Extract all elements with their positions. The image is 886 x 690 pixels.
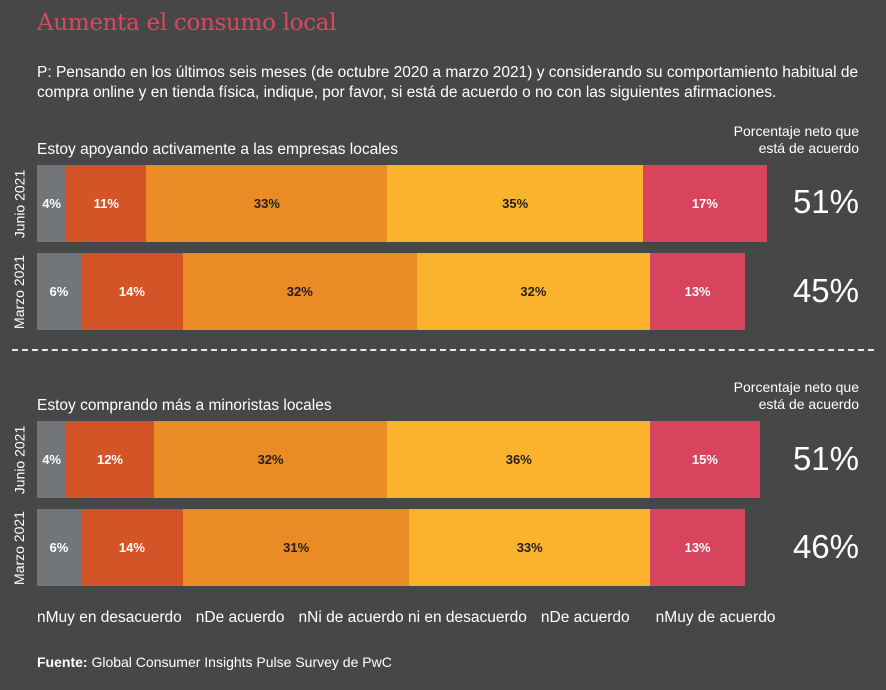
bar-data-label: 4% (42, 196, 61, 211)
legend-marker: n (195, 609, 205, 626)
legend-marker: n (540, 609, 550, 626)
bar-data-label: 35% (502, 196, 529, 211)
bar-seg-muy-de-acuerdo: 13% (650, 509, 746, 586)
chart-2-net-header: Porcentaje neto que está de acuerdo (733, 379, 859, 412)
bar-seg-neutral: 33% (146, 165, 388, 242)
bar-seg-en-desacuerdo: 14% (80, 253, 183, 330)
bar-data-label: 6% (49, 540, 69, 555)
bar-seg-en-desacuerdo: 12% (66, 421, 154, 498)
bar-seg-muy-de-acuerdo: 13% (650, 253, 746, 330)
legend-label: Muy en desacuerdo (45, 609, 182, 626)
chart-1-net-header: Porcentaje neto que está de acuerdo (733, 123, 859, 156)
bar-seg-muy-de-acuerdo: 17% (642, 165, 767, 242)
bar-data-label: 32% (286, 284, 313, 299)
chart-1-net-value-0: 51% (792, 183, 859, 220)
bar-data-label: 33% (516, 540, 543, 555)
bar-seg-de-acuerdo: 36% (387, 421, 651, 498)
bar-seg-neutral: 31% (182, 509, 410, 586)
legend-marker: n (37, 609, 46, 626)
chart-2-row-label-1: Marzo 2021 (2, 509, 36, 586)
legend-marker: n (655, 609, 665, 626)
bar-seg-en-desacuerdo: 14% (80, 509, 183, 586)
bar-seg-en-desacuerdo: 11% (66, 165, 147, 242)
bar-seg-muy-en-desacuerdo: 4% (37, 421, 67, 498)
legend-label: De acuerdo (204, 609, 285, 626)
legend-item-en-desacuerdo: nDe acuerdo (196, 609, 285, 627)
bar-data-label: 14% (118, 284, 145, 299)
bar-seg-muy-en-desacuerdo: 4% (37, 165, 67, 242)
bar-seg-muy-de-acuerdo: 15% (650, 421, 760, 498)
bar-data-label: 13% (684, 540, 711, 555)
legend-marker: n (298, 609, 308, 626)
chart-2-net-value-0: 51% (792, 440, 859, 477)
row-label-text: Marzo 2021 (11, 510, 27, 585)
bar-data-label: 36% (505, 452, 532, 467)
bar-data-label: 17% (691, 196, 718, 211)
source-note: Fuente: Global Consumer Insights Pulse S… (37, 654, 392, 670)
chart-2-bar-0: 4% 12% 32% 36% 15% (37, 421, 760, 498)
bar-seg-de-acuerdo: 35% (387, 165, 643, 242)
legend-item-muy-en-desacuerdo: nMuy en desacuerdo (37, 609, 182, 627)
chart-1-title: Estoy apoyando activamente a las empresa… (37, 141, 399, 158)
row-label-text: Junio 2021 (11, 425, 28, 494)
legend-item-muy-de-acuerdo: nMuy de acuerdo (656, 609, 776, 627)
bar-data-label: 31% (283, 540, 310, 555)
legend-label: Ni de acuerdo ni en desacuerdo (307, 609, 527, 626)
row-label-text: Marzo 2021 (11, 254, 27, 329)
legend-label: Muy de acuerdo (664, 609, 776, 626)
chart-1-row-label-0: Junio 2021 (2, 165, 36, 242)
chart-2-row-label-0: Junio 2021 (2, 421, 36, 498)
legend: nMuy en desacuerdo nDe acuerdo nNi de ac… (37, 609, 789, 627)
bar-data-label: 4% (42, 452, 61, 467)
chart-2-title: Estoy comprando más a minoristas locales (37, 397, 332, 414)
legend-item-neutral: nNi de acuerdo ni en desacuerdo (299, 609, 527, 627)
bar-seg-neutral: 32% (182, 253, 417, 330)
row-label-text: Junio 2021 (11, 169, 28, 238)
bar-data-label: 6% (49, 284, 69, 299)
page-title: Aumenta el consumo local (37, 10, 337, 36)
bar-seg-de-acuerdo: 33% (409, 509, 651, 586)
chart-1-row-label-1: Marzo 2021 (2, 253, 36, 330)
bar-data-label: 14% (118, 540, 145, 555)
chart-2-bar-1: 6% 14% 31% 33% 13% (37, 509, 746, 586)
source-label: Fuente: (37, 654, 88, 670)
survey-question: P: Pensando en los últimos seis meses (d… (37, 64, 859, 101)
bar-data-label: 33% (253, 196, 280, 211)
bar-data-label: 13% (684, 284, 711, 299)
source-text: Global Consumer Insights Pulse Survey de… (87, 654, 392, 670)
bar-seg-muy-en-desacuerdo: 6% (37, 509, 81, 586)
bar-data-label: 11% (93, 196, 119, 211)
bar-seg-muy-en-desacuerdo: 6% (37, 253, 81, 330)
bar-seg-de-acuerdo: 32% (416, 253, 651, 330)
chart-1-net-value-1: 45% (792, 272, 859, 309)
legend-item-de-acuerdo: nDe acuerdo (541, 609, 630, 627)
legend-label: De acuerdo (549, 609, 630, 626)
bar-data-label: 32% (520, 284, 547, 299)
bar-data-label: 32% (257, 452, 284, 467)
bar-seg-neutral: 32% (153, 421, 388, 498)
bar-data-label: 15% (691, 452, 718, 467)
section-divider (12, 349, 874, 351)
bar-data-label: 12% (96, 452, 123, 467)
chart-2-net-value-1: 46% (792, 528, 859, 565)
chart-1-bar-0: 4% 11% 33% 35% 17% (37, 165, 767, 242)
chart-1-bar-1: 6% 14% 32% 32% 13% (37, 253, 746, 330)
